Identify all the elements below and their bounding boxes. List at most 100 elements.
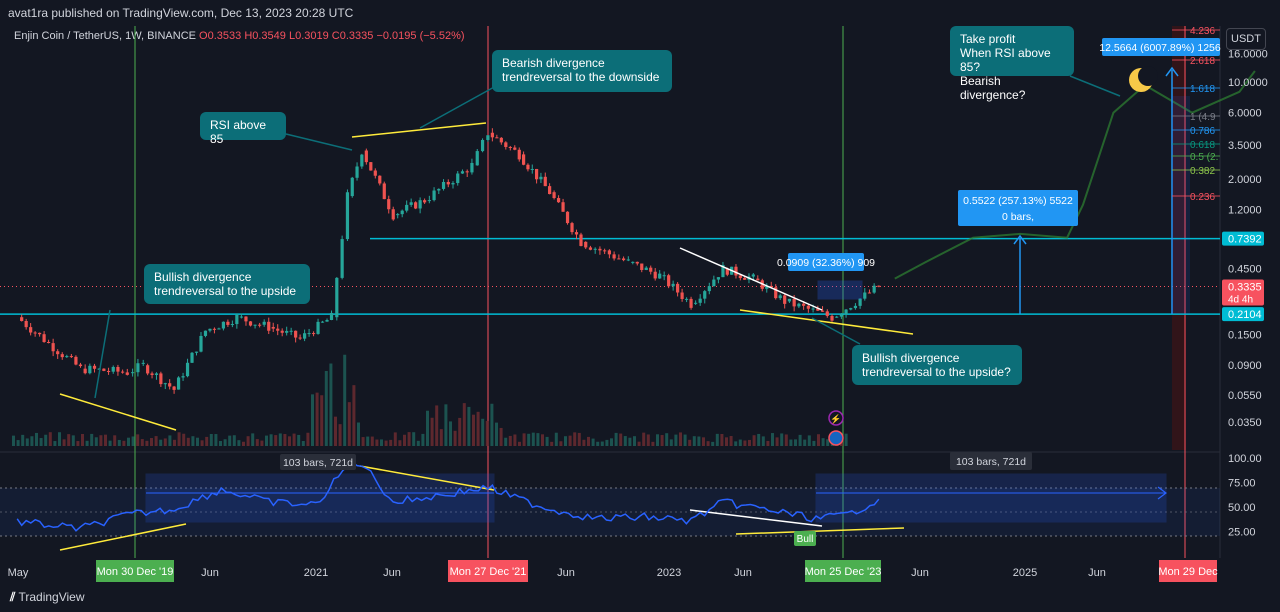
candle-body (121, 371, 125, 373)
volume-bar (688, 439, 692, 446)
volume-bar (784, 434, 788, 446)
candle-body (774, 287, 778, 299)
candle-body (635, 261, 639, 264)
volume-bar (108, 440, 112, 446)
candle-body (267, 321, 271, 331)
volume-bar (789, 439, 793, 446)
volume-bar (623, 436, 627, 446)
candle-body (621, 258, 626, 261)
price-tick-label: 2.0000 (1228, 174, 1262, 186)
candle-body (612, 254, 616, 259)
measure-label-3: 12.5664 (6007.89%) 1256 (1099, 42, 1221, 54)
volume-bar (154, 436, 158, 446)
candle-body (276, 328, 280, 331)
fib-level-label: 1 (4.9 (1190, 112, 1216, 123)
volume-bar (481, 418, 485, 446)
volume-bar (260, 440, 264, 446)
rsi-trendline-bear (359, 465, 495, 491)
volume-bar (324, 370, 328, 446)
rsi-trendline-resistance (689, 509, 823, 527)
fib-level-label: 1.618 (1190, 84, 1215, 95)
candle-body (360, 154, 364, 167)
candle-body (340, 239, 344, 278)
volume-bar (458, 417, 462, 446)
candle-body (168, 383, 172, 387)
candle-body (441, 181, 446, 189)
fib-zone (1172, 96, 1190, 314)
volume-bar (246, 436, 250, 446)
volume-bar (283, 434, 287, 446)
callout-pointer-rsi85 (285, 133, 353, 151)
candle-body (396, 214, 400, 216)
volume-bar (637, 441, 641, 446)
candle-body (56, 351, 60, 355)
volume-bar (380, 439, 383, 446)
callout-bullish-divergence-1: Bullish divergence trendreversal to the … (144, 264, 310, 304)
callout-pointer-bearish (419, 85, 497, 129)
candle-body (521, 154, 526, 165)
callout-pointer-takeprofit (1069, 75, 1121, 97)
candle-body (217, 328, 221, 330)
tradingview-logo[interactable]: ⫽ TradingView (10, 590, 85, 605)
fib-level-label: 0.786 (1190, 126, 1215, 137)
volume-bar (255, 439, 259, 446)
candle-body (570, 223, 574, 233)
volume-bar (761, 436, 765, 446)
time-tick-label: 2021 (304, 567, 328, 579)
candle-body (221, 321, 226, 329)
candle-body (409, 202, 413, 205)
candle-body (325, 320, 329, 322)
volume-bar (242, 441, 245, 446)
price-label-countdown: 4d 4h (1228, 294, 1253, 305)
candle-body (490, 132, 494, 138)
volume-bar (817, 434, 820, 446)
brand-text: TradingView (18, 590, 85, 604)
volume-bar (444, 404, 448, 446)
candle-body (816, 308, 820, 311)
volume-bar (297, 434, 301, 446)
measure-label-2b: 0 bars, (1002, 211, 1034, 223)
volume-bar (752, 435, 756, 446)
candle-body (738, 275, 742, 279)
volume-bar (366, 436, 370, 446)
candle-body (698, 298, 702, 303)
price-tick-label: 3.5000 (1228, 140, 1262, 152)
candle-body (83, 368, 87, 374)
volume-bar (265, 435, 268, 446)
candle-body (543, 176, 547, 187)
currency-button[interactable]: USDT (1226, 28, 1266, 50)
price-tick-label: 0.0550 (1228, 390, 1262, 402)
candle-body (235, 314, 239, 325)
candle-body (792, 298, 796, 307)
volume-bar (177, 432, 181, 446)
candle-body (78, 364, 83, 367)
volume-bar (426, 410, 429, 446)
volume-bar (269, 434, 273, 446)
candle-body (835, 316, 839, 318)
time-highlight-label: Mon 27 Dec '21 (450, 566, 527, 578)
volume-bar (237, 440, 241, 446)
volume-bar (518, 441, 521, 446)
time-tick-label: 2023 (657, 567, 681, 579)
candle-body (212, 328, 217, 330)
volume-bar (619, 433, 623, 446)
candle-body (116, 366, 120, 372)
volume-bar (58, 432, 61, 446)
volume-bar (136, 434, 140, 446)
volume-bar (416, 440, 420, 446)
lightning-icon[interactable] (828, 410, 844, 426)
measure-label-2-bg (958, 190, 1078, 226)
candle-body (667, 275, 671, 287)
rsi-range-arrowhead (1157, 486, 1167, 500)
candle-body (29, 327, 33, 333)
candle-body (716, 277, 721, 280)
candle-body (172, 386, 176, 390)
volume-bar (99, 435, 103, 446)
candle-body (451, 183, 455, 185)
candle-body (548, 186, 552, 195)
volume-bar (467, 406, 471, 446)
flag-icon[interactable] (828, 430, 844, 446)
volume-bar (398, 440, 402, 446)
